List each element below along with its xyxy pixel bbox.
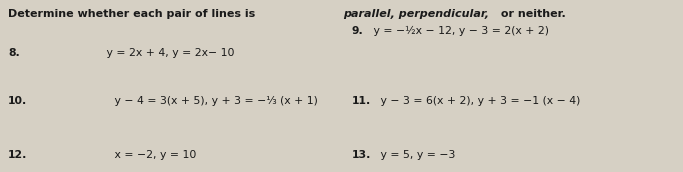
Text: 10.: 10. <box>8 96 27 106</box>
Text: 9.: 9. <box>352 26 363 36</box>
Text: y = 5, y = −3: y = 5, y = −3 <box>377 150 456 160</box>
Text: y = −½x − 12, y − 3 = 2(x + 2): y = −½x − 12, y − 3 = 2(x + 2) <box>370 26 548 36</box>
Text: parallel, perpendicular,: parallel, perpendicular, <box>343 9 489 19</box>
Text: Determine whether each pair of lines is: Determine whether each pair of lines is <box>8 9 260 19</box>
Text: or neither.: or neither. <box>497 9 566 19</box>
Text: y = 2x + 4, y = 2x− 10: y = 2x + 4, y = 2x− 10 <box>104 48 235 58</box>
Text: y − 3 = 6(x + 2), y + 3 = −1 (x − 4): y − 3 = 6(x + 2), y + 3 = −1 (x − 4) <box>377 96 581 106</box>
Text: 13.: 13. <box>352 150 371 160</box>
Text: 11.: 11. <box>352 96 371 106</box>
Text: x = −2, y = 10: x = −2, y = 10 <box>111 150 197 160</box>
Text: y − 4 = 3(x + 5), y + 3 = −¹⁄₃ (x + 1): y − 4 = 3(x + 5), y + 3 = −¹⁄₃ (x + 1) <box>111 96 318 106</box>
Text: 12.: 12. <box>8 150 27 160</box>
Text: 8.: 8. <box>8 48 20 58</box>
